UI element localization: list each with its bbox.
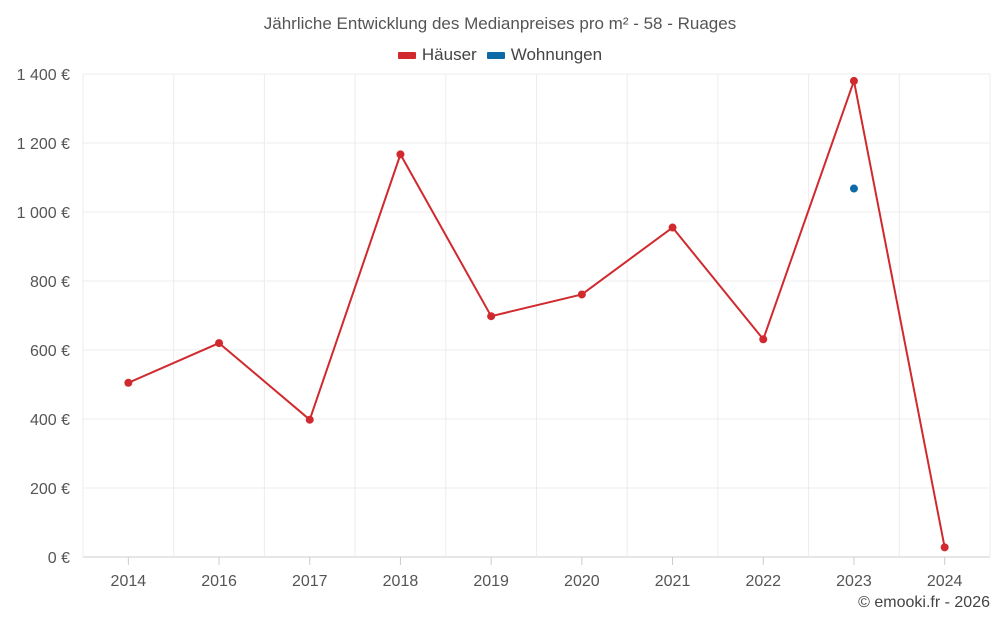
data-point[interactable] xyxy=(396,150,405,159)
chart-legend: Häuser Wohnungen xyxy=(0,45,1000,65)
y-tick-label: 400 € xyxy=(30,412,70,429)
x-tick-label: 2024 xyxy=(927,573,963,590)
y-tick-label: 1 400 € xyxy=(17,67,70,84)
y-tick-label: 1 200 € xyxy=(17,136,70,153)
chart-credit: © emooki.fr - 2026 xyxy=(858,594,990,611)
data-point[interactable] xyxy=(849,184,858,193)
y-tick-label: 200 € xyxy=(30,481,70,498)
y-tick-label: 1 000 € xyxy=(17,205,70,222)
y-tick-label: 0 € xyxy=(48,550,70,567)
legend-item-houses[interactable]: Häuser xyxy=(397,45,477,65)
data-point[interactable] xyxy=(577,290,586,299)
x-tick-label: 2023 xyxy=(836,573,872,590)
data-point[interactable] xyxy=(305,415,314,424)
x-tick-label: 2019 xyxy=(473,573,509,590)
data-point[interactable] xyxy=(940,543,949,552)
x-tick-label: 2022 xyxy=(745,573,781,590)
legend-label-houses: Häuser xyxy=(421,45,477,64)
grid xyxy=(82,73,991,558)
data-point[interactable] xyxy=(215,339,224,348)
x-tick-label: 2016 xyxy=(201,573,237,590)
series xyxy=(124,76,949,552)
data-point[interactable] xyxy=(668,223,677,232)
axes: 0 € 200 € 400 € 600 € 800 € 1 000 € 1 200 € 1 4… xyxy=(17,67,963,590)
legend-item-apartments[interactable]: Wohnungen xyxy=(486,45,603,65)
x-tick-label: 2021 xyxy=(655,573,691,590)
data-point[interactable] xyxy=(759,335,768,344)
data-point[interactable] xyxy=(487,312,496,321)
y-tick-label: 800 € xyxy=(30,274,70,291)
chart-title: Jährliche Entwicklung des Medianpreises … xyxy=(263,14,737,33)
series-line-0 xyxy=(127,79,946,548)
legend-label-apartments: Wohnungen xyxy=(510,45,603,64)
data-point[interactable] xyxy=(849,76,858,85)
data-point[interactable] xyxy=(124,378,133,387)
x-tick-label: 2017 xyxy=(292,573,328,590)
y-tick-label: 600 € xyxy=(30,343,70,360)
legend-swatch-houses xyxy=(397,51,416,59)
x-tick-label: 2014 xyxy=(111,573,147,590)
x-tick-label: 2018 xyxy=(383,573,419,590)
legend-swatch-apartments xyxy=(486,51,505,59)
x-tick-label: 2020 xyxy=(564,573,600,590)
